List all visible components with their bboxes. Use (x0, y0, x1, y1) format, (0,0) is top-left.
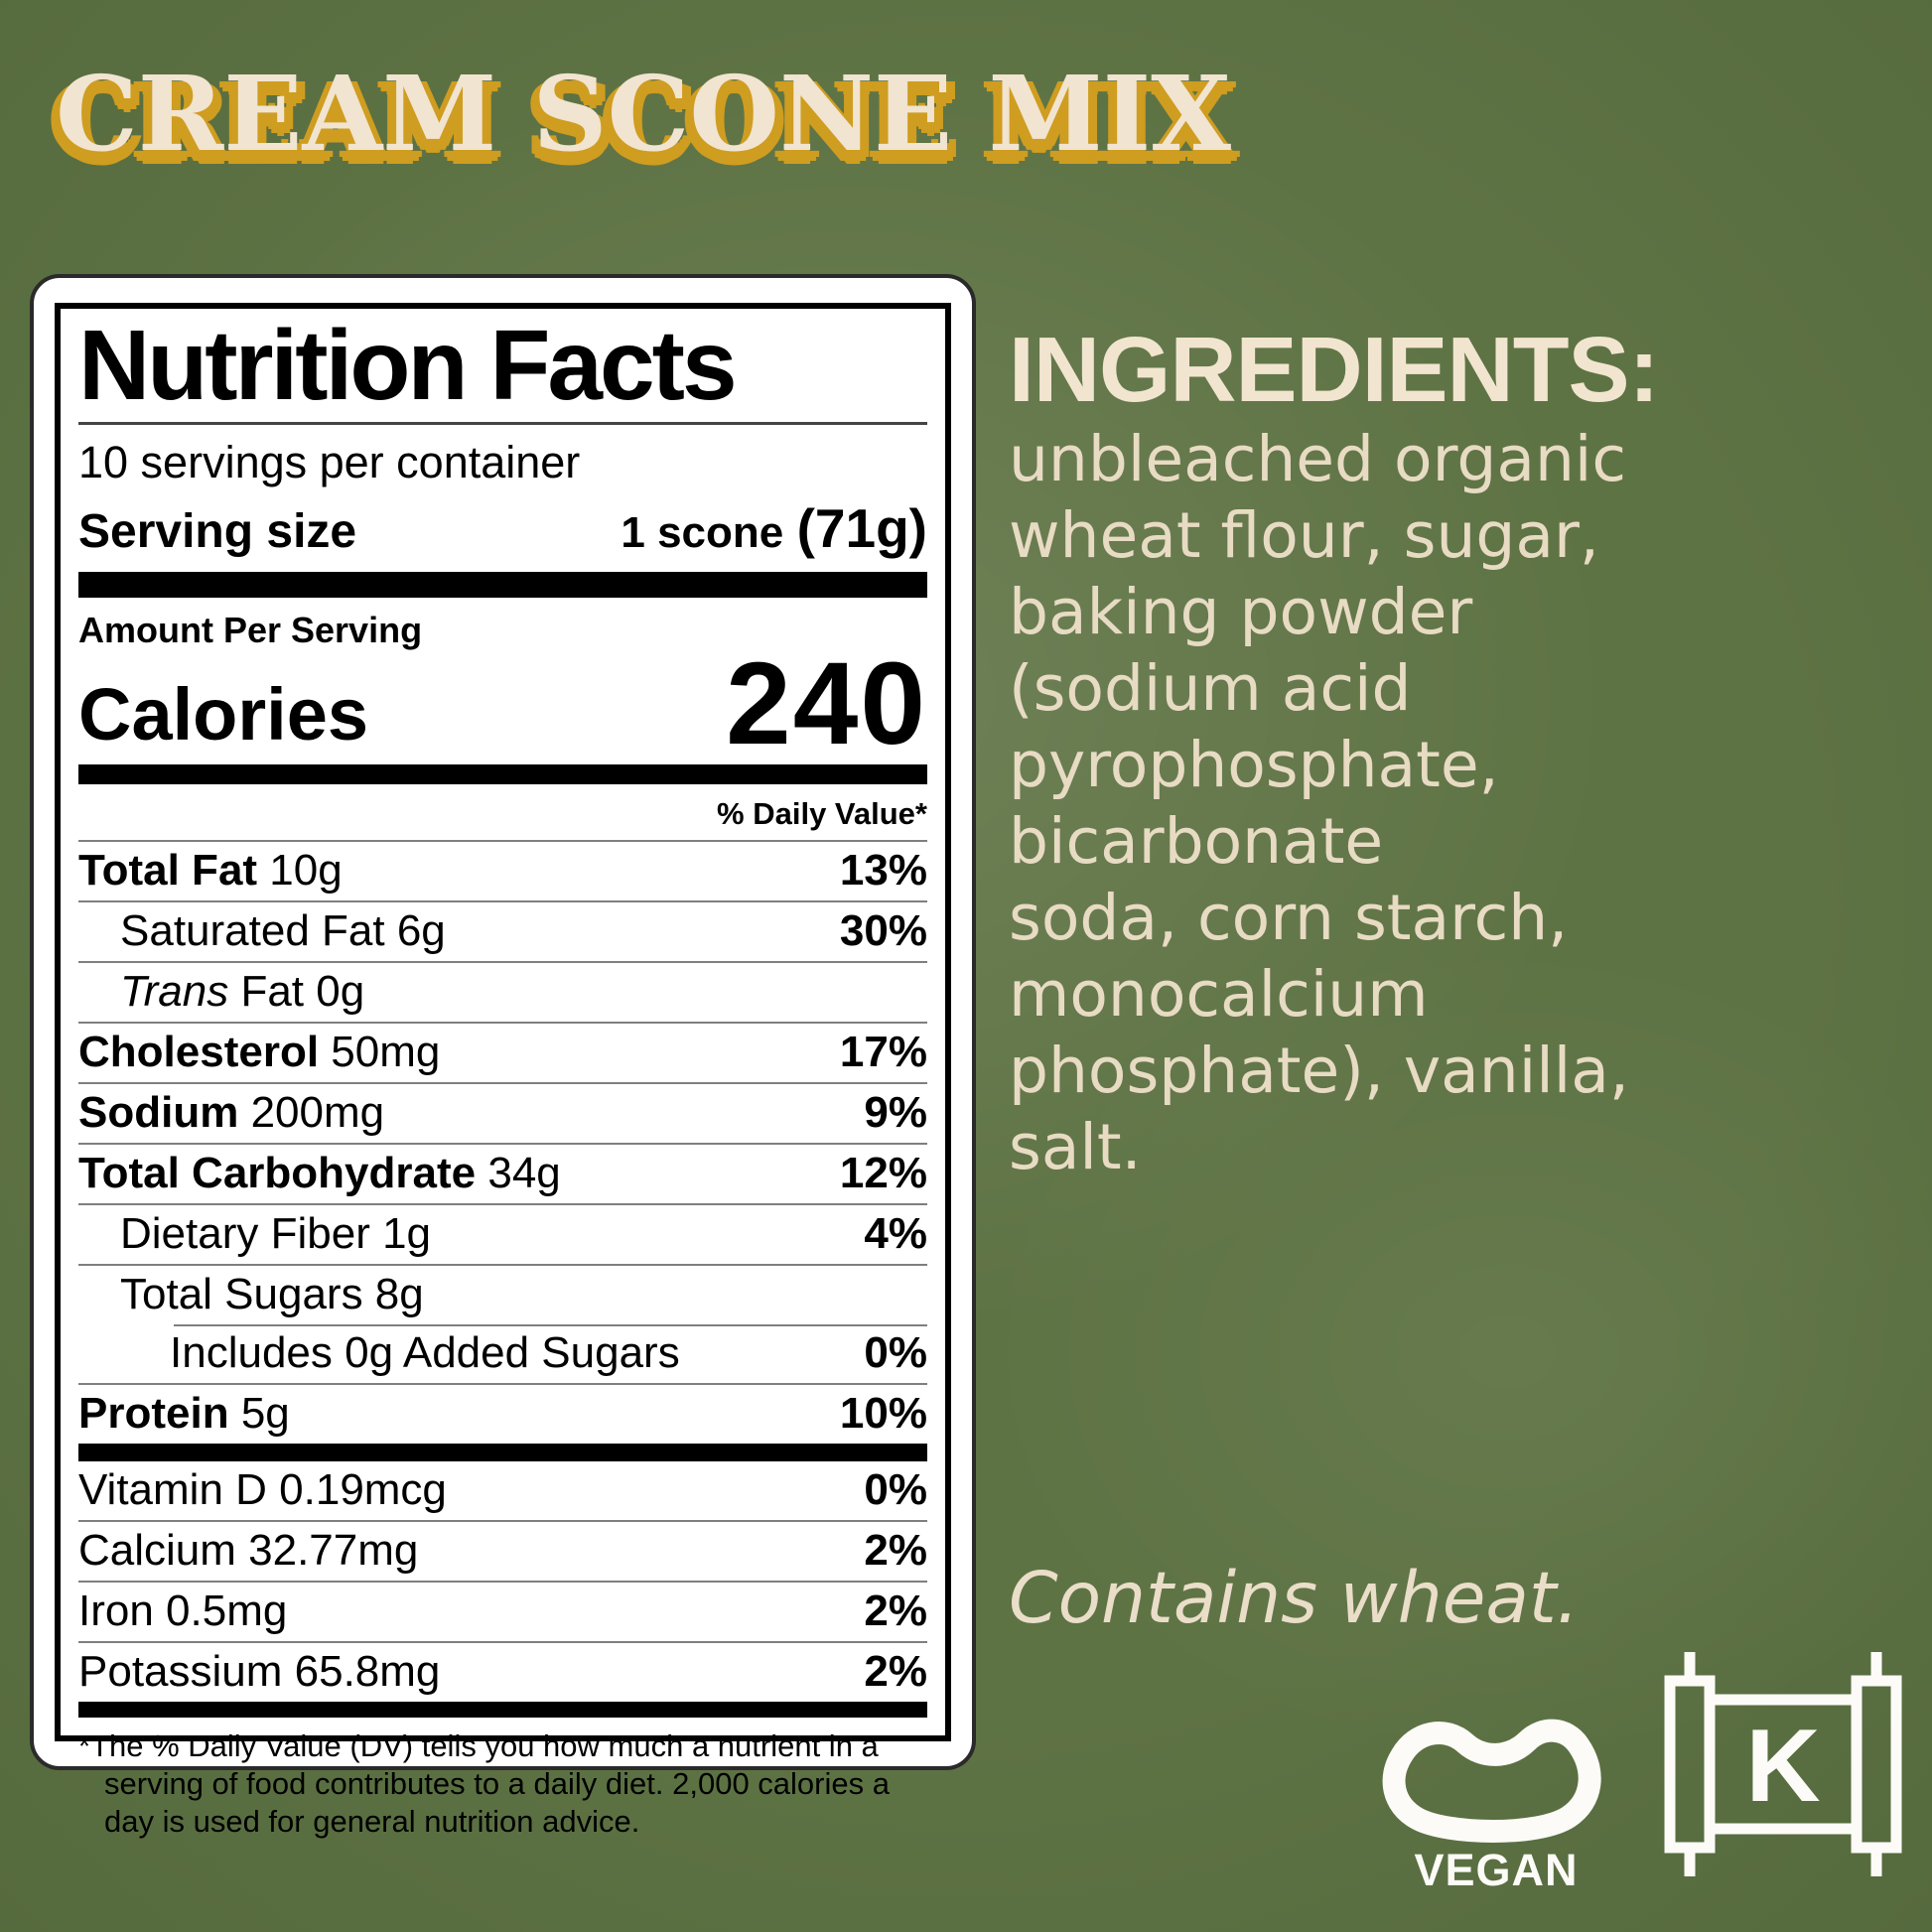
calories-value: 240 (726, 638, 927, 769)
nutrition-facts-heading: Nutrition Facts (78, 311, 927, 425)
vitamin-name: Potassium 65.8mg (78, 1647, 441, 1697)
serving-size-qty: 1 scone (621, 508, 784, 557)
daily-value-footnote: *The % Daily Value (DV) tells you how mu… (78, 1728, 890, 1840)
nutrient-row-total-sugars: Total Sugars 8g (78, 1264, 927, 1324)
vitamin-row-potassium: Potassium 65.8mg 2% (78, 1641, 927, 1702)
nutrient-row-total-carbohydrate: Total Carbohydrate 34g 12% (78, 1143, 927, 1203)
nutrient-name: Total Fat 10g (78, 846, 343, 896)
serving-size-value: 1 scone (71g) (621, 496, 927, 560)
nutrient-dv: 30% (839, 906, 927, 956)
serving-size-label: Serving size (78, 505, 357, 558)
nutrient-dv: 12% (839, 1149, 927, 1198)
vitamin-row-calcium: Calcium 32.77mg 2% (78, 1520, 927, 1581)
nutrient-dv: 13% (839, 846, 927, 896)
nutrient-name: Sodium 200mg (78, 1088, 385, 1138)
nutrient-name: Total Sugars 8g (120, 1270, 424, 1319)
nutrient-row-cholesterol: Cholesterol 50mg 17% (78, 1022, 927, 1082)
vitamin-name: Vitamin D 0.19mcg (78, 1465, 447, 1515)
nutrient-dv: 17% (839, 1028, 927, 1077)
vitamin-name: Iron 0.5mg (78, 1587, 288, 1636)
nutrient-row-protein: Protein 5g 10% (78, 1383, 927, 1444)
amount-per-serving-label: Amount Per Serving (78, 610, 423, 650)
kosher-scroll-icon: K (1664, 1652, 1902, 1876)
nutrient-name: Protein 5g (78, 1389, 290, 1439)
nutrition-facts-inner-box: Nutrition Facts 10 servings per containe… (55, 303, 951, 1839)
vitamin-row-iron: Iron 0.5mg 2% (78, 1581, 927, 1641)
nutrient-row-trans-fat: Trans Fat 0g (78, 961, 927, 1022)
calories-label: Calories (78, 673, 369, 757)
nutrient-row-saturated-fat: Saturated Fat 6g 30% (78, 900, 927, 961)
product-title: CREAM SCONE MIX (56, 53, 1231, 175)
divider-bar-thick (78, 572, 927, 598)
vitamin-row-vitamin-d: Vitamin D 0.19mcg 0% (78, 1461, 927, 1520)
ingredients-list: unbleached organic wheat flour, sugar, b… (1009, 423, 1629, 1183)
nutrient-row-total-fat: Total Fat 10g 13% (78, 840, 927, 900)
divider-bar-medium (78, 764, 927, 785)
divider-bar-medium (78, 1444, 927, 1462)
nutrient-name: Trans Fat 0g (120, 967, 365, 1017)
nutrition-facts-label: Nutrition Facts 10 servings per containe… (30, 274, 976, 1839)
serving-size-row: Serving size 1 scone (71g) (78, 488, 927, 572)
nutrient-name: Includes 0g Added Sugars (170, 1328, 680, 1378)
vegan-bean-icon (1382, 1719, 1601, 1843)
nutrient-name: Dietary Fiber 1g (120, 1209, 432, 1259)
ingredients-heading: INGREDIENTS: (1009, 318, 1660, 421)
nutrient-dv: 0% (864, 1328, 927, 1378)
calories-row: Calories 240 (78, 638, 927, 769)
vitamin-dv: 2% (864, 1587, 927, 1636)
vitamin-dv: 2% (864, 1647, 927, 1697)
vitamin-dv: 2% (864, 1526, 927, 1576)
vegan-badge-label: VEGAN (1414, 1845, 1579, 1895)
nutrient-name: Saturated Fat 6g (120, 906, 446, 956)
allergen-statement: Contains wheat. (1009, 1557, 1580, 1639)
vitamin-dv: 0% (864, 1465, 927, 1515)
serving-size-weight: (71g) (796, 497, 927, 559)
nutrient-dv: 4% (864, 1209, 927, 1259)
kosher-letter: K (1745, 1709, 1820, 1824)
nutrient-row-dietary-fiber: Dietary Fiber 1g 4% (78, 1203, 927, 1264)
nutrient-name: Cholesterol 50mg (78, 1028, 441, 1077)
nutrient-row-added-sugars: Includes 0g Added Sugars 0% (78, 1324, 927, 1383)
nutrient-row-sodium: Sodium 200mg 9% (78, 1082, 927, 1143)
daily-value-header: % Daily Value* (717, 796, 927, 832)
nutrient-dv: 10% (839, 1389, 927, 1439)
servings-per-container: 10 servings per container (78, 437, 581, 487)
nutrient-name: Total Carbohydrate 34g (78, 1149, 561, 1198)
divider-bar-thin (78, 1702, 927, 1719)
vitamin-name: Calcium 32.77mg (78, 1526, 419, 1576)
nutrient-dv: 9% (864, 1088, 927, 1138)
